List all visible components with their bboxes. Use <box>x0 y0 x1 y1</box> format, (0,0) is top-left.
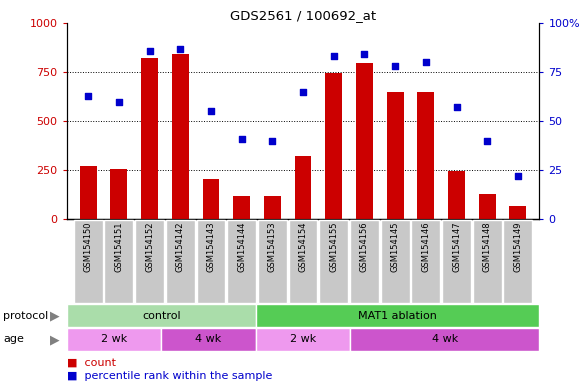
Bar <box>473 220 502 303</box>
Bar <box>411 220 440 303</box>
Bar <box>202 179 219 219</box>
Text: GSM154156: GSM154156 <box>360 222 369 272</box>
Bar <box>289 220 317 303</box>
Bar <box>356 63 373 219</box>
Bar <box>264 196 281 219</box>
Bar <box>227 220 256 303</box>
Point <box>483 138 492 144</box>
Bar <box>256 305 539 327</box>
Text: GSM154155: GSM154155 <box>329 222 338 272</box>
Text: 2 wk: 2 wk <box>290 334 316 344</box>
Text: control: control <box>142 311 180 321</box>
Bar <box>258 220 287 303</box>
Bar <box>325 73 342 219</box>
Text: GSM154142: GSM154142 <box>176 222 185 272</box>
Text: GSM154148: GSM154148 <box>483 222 492 272</box>
Bar <box>442 220 471 303</box>
Text: ▶: ▶ <box>50 309 59 322</box>
Bar <box>380 220 409 303</box>
Bar <box>503 220 532 303</box>
Bar <box>110 169 128 219</box>
Point <box>421 59 430 65</box>
Bar <box>161 328 256 351</box>
Bar <box>448 171 465 219</box>
Text: GSM154154: GSM154154 <box>299 222 307 272</box>
Text: GSM154150: GSM154150 <box>84 222 93 272</box>
Text: MAT1 ablation: MAT1 ablation <box>358 311 437 321</box>
Text: ▶: ▶ <box>50 333 59 346</box>
Bar <box>256 328 350 351</box>
Bar <box>104 220 133 303</box>
Text: ■  count: ■ count <box>67 358 115 368</box>
Bar <box>74 220 103 303</box>
Bar <box>418 92 434 219</box>
Bar <box>197 220 226 303</box>
Text: GSM154143: GSM154143 <box>206 222 215 272</box>
Text: GSM154149: GSM154149 <box>513 222 523 272</box>
Point <box>298 89 307 95</box>
Bar <box>135 220 164 303</box>
Point <box>206 108 216 114</box>
Point <box>329 53 338 60</box>
Bar <box>295 156 311 219</box>
Point <box>84 93 93 99</box>
Bar <box>172 55 188 219</box>
Point <box>390 63 400 69</box>
Text: age: age <box>3 334 24 344</box>
Bar <box>67 328 161 351</box>
Point <box>268 138 277 144</box>
Title: GDS2561 / 100692_at: GDS2561 / 100692_at <box>230 9 376 22</box>
Text: 2 wk: 2 wk <box>101 334 127 344</box>
Text: GSM154153: GSM154153 <box>268 222 277 272</box>
Point <box>513 173 523 179</box>
Bar <box>320 220 348 303</box>
Point <box>145 48 154 54</box>
Point <box>176 45 185 51</box>
Bar <box>478 194 496 219</box>
Point <box>114 98 124 104</box>
Bar <box>141 58 158 219</box>
Text: 4 wk: 4 wk <box>195 334 222 344</box>
Bar <box>67 305 256 327</box>
Text: GSM154147: GSM154147 <box>452 222 461 272</box>
Bar <box>350 328 539 351</box>
Text: GSM154144: GSM154144 <box>237 222 246 272</box>
Bar <box>509 205 527 219</box>
Bar <box>387 92 404 219</box>
Text: 4 wk: 4 wk <box>432 334 458 344</box>
Bar <box>166 220 195 303</box>
Bar <box>233 196 250 219</box>
Text: GSM154146: GSM154146 <box>421 222 430 272</box>
Text: protocol: protocol <box>3 311 48 321</box>
Point <box>237 136 246 142</box>
Bar <box>350 220 379 303</box>
Text: GSM154152: GSM154152 <box>145 222 154 272</box>
Point <box>452 104 461 111</box>
Text: GSM154151: GSM154151 <box>114 222 124 272</box>
Text: GSM154145: GSM154145 <box>391 222 400 272</box>
Point <box>360 51 369 58</box>
Bar <box>79 166 97 219</box>
Text: ■  percentile rank within the sample: ■ percentile rank within the sample <box>67 371 272 381</box>
